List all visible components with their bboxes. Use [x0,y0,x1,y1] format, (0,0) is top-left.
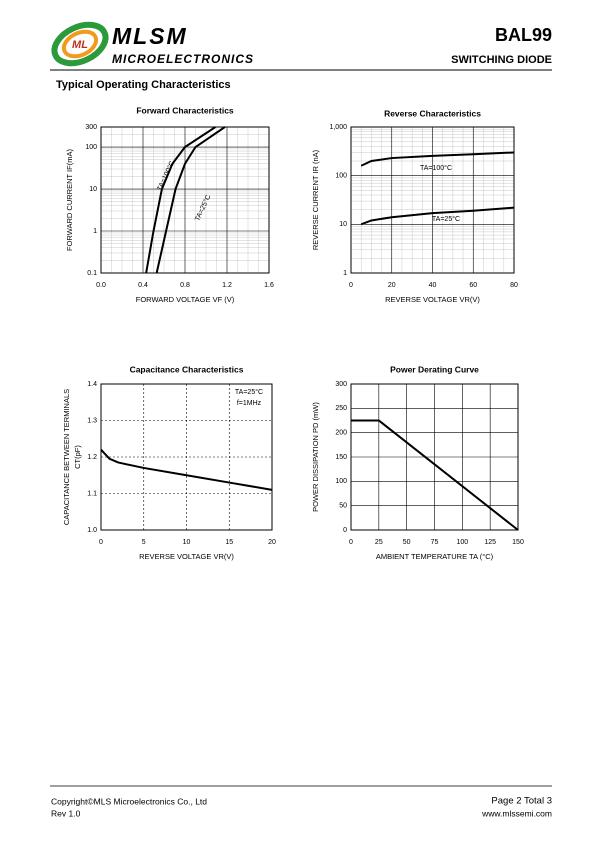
annotation: f=1MHz [237,400,262,407]
y-tick-label: 0.1 [87,270,97,277]
plot-frame [350,383,519,531]
chart: Forward Characteristics 0.1 1 10 100 300 0.0 0.… [65,105,274,304]
y-tick-label: 1,000 [329,124,347,131]
y-axis-label: REVERSE CURRENT IR (nA) [311,149,320,250]
y-tick-label: 1 [93,228,97,235]
data-line [100,449,273,491]
chart-title: Power Derating Curve [390,364,479,374]
chart-title: Forward Characteristics [136,105,234,115]
x-tick-label: 40 [429,282,437,289]
y-tick-label: 100 [85,144,97,151]
x-tick-label: 20 [268,539,276,546]
y-tick-label: 0 [343,527,347,534]
chart: Power Derating Curve 0 50 100 150 200 250 300 0 2… [311,364,524,561]
y-axis-label: CT(pF) [73,445,82,469]
x-tick-label: 60 [469,282,477,289]
x-tick-label: 10 [183,539,191,546]
data-line [360,151,515,167]
logo-mark: ML [51,21,109,67]
x-tick-label: 1.6 [264,282,274,289]
plot-frame [100,383,273,531]
x-axis-label: REVERSE VOLTAGE VR(V) [385,295,480,304]
x-tick-label: 0 [349,282,353,289]
y-tick-label: 150 [335,454,347,461]
x-tick-label: 25 [375,539,383,546]
x-tick-label: 1.2 [222,282,232,289]
y-tick-label: 250 [335,405,347,412]
part-description: SWITCHING DIODE [451,54,552,66]
y-tick-label: 100 [335,173,347,180]
data-line [155,126,226,274]
chart: Reverse Characteristics 1 10 100 1,000 0 20 40 6… [311,108,518,304]
y-tick-label: 1.3 [87,417,97,424]
website: www.mlssemi.com [481,808,552,818]
plot-frame [350,126,515,274]
section-title: Typical Operating Characteristics [56,79,231,91]
y-tick-label: 300 [85,124,97,131]
x-axis-label: REVERSE VOLTAGE VR(V) [139,552,234,561]
x-tick-label: 20 [388,282,396,289]
series-label: TA=25°C [432,215,460,223]
x-tick-label: 0 [99,539,103,546]
y-tick-label: 1.1 [87,490,97,497]
x-tick-label: 0.0 [96,282,106,289]
x-tick-label: 0.4 [138,282,148,289]
x-axis-label: AMBIENT TEMPERATURE TA (°C) [376,552,494,561]
data-line [145,126,216,274]
x-axis-label: FORWARD VOLTAGE VF (V) [136,295,235,304]
y-tick-label: 50 [339,503,347,510]
y-tick-label: 10 [339,221,347,228]
svg-text:ML: ML [72,39,88,51]
chart-title: Reverse Characteristics [384,108,481,118]
x-tick-label: 125 [484,539,496,546]
y-tick-label: 1.4 [87,381,97,388]
x-tick-label: 0 [349,539,353,546]
part-number: BAL99 [495,25,552,45]
y-axis-label: CAPACITANCE BETWEEN TERMINALS [62,389,71,525]
y-tick-label: 300 [335,381,347,388]
y-tick-label: 1.2 [87,454,97,461]
x-tick-label: 15 [225,539,233,546]
y-axis-label: FORWARD CURRENT IF(mA) [65,149,74,251]
y-tick-label: 1 [343,270,347,277]
x-tick-label: 150 [512,539,524,546]
page-number: Page 2 Total 3 [491,796,552,807]
y-tick-label: 100 [335,478,347,485]
y-tick-label: 10 [89,186,97,193]
chart: Capacitance Characteristics 1.0 1.1 1.2 1.3 1… [62,364,276,561]
chart-title: Capacitance Characteristics [130,364,244,374]
y-tick-label: 1.0 [87,527,97,534]
logo-text: MLSM [112,23,188,49]
x-tick-label: 100 [456,539,468,546]
series-label: TA=100°C [420,164,452,172]
y-tick-label: 200 [335,430,347,437]
annotation-box [233,386,271,409]
x-tick-label: 0.8 [180,282,190,289]
x-tick-label: 75 [431,539,439,546]
x-tick-label: 5 [142,539,146,546]
y-axis-label: POWER DISSIPATION PD (mW) [311,402,320,512]
data-line [351,419,519,531]
x-tick-label: 50 [403,539,411,546]
data-line [360,206,515,226]
x-tick-label: 80 [510,282,518,289]
company-name: MICROELECTRONICS [112,52,254,66]
annotation: TA=25°C [235,388,263,396]
copyright: Copyright©MLS Microelectronics Co., Ltd [51,796,207,806]
revision: Rev 1.0 [51,808,81,818]
plot-frame [100,126,270,274]
